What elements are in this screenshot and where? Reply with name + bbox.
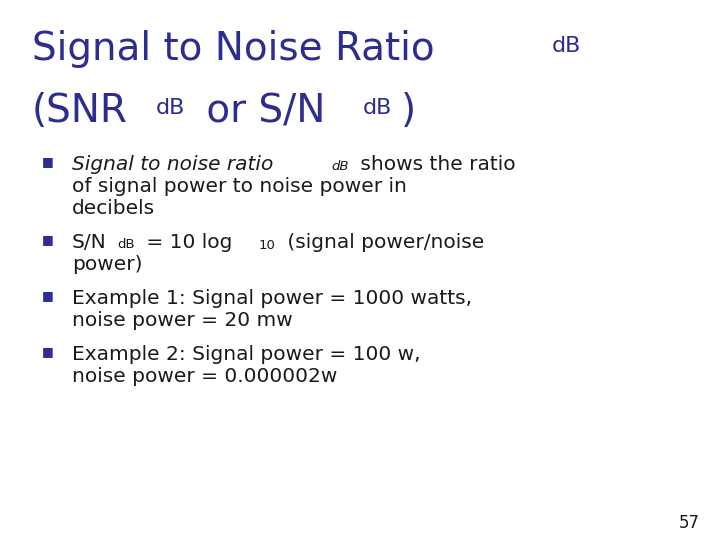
Text: ■: ■ (42, 233, 54, 246)
Text: Example 1: Signal power = 1000 watts,: Example 1: Signal power = 1000 watts, (72, 289, 472, 308)
Text: decibels: decibels (72, 199, 155, 218)
Text: noise power = 20 mw: noise power = 20 mw (72, 311, 293, 330)
Text: (SNR: (SNR (32, 92, 128, 130)
Text: 57: 57 (679, 514, 700, 532)
Text: dB: dB (552, 36, 581, 56)
Text: 10: 10 (258, 239, 276, 252)
Text: of signal power to noise power in: of signal power to noise power in (72, 177, 407, 196)
Text: shows the ratio: shows the ratio (354, 155, 516, 174)
Text: S/N: S/N (72, 233, 107, 252)
Text: power): power) (72, 255, 143, 274)
Text: Example 2: Signal power = 100 w,: Example 2: Signal power = 100 w, (72, 345, 420, 364)
Text: ■: ■ (42, 155, 54, 168)
Text: ■: ■ (42, 289, 54, 302)
Text: dB: dB (117, 238, 135, 251)
Text: dB: dB (156, 98, 185, 118)
Text: ■: ■ (42, 345, 54, 358)
Text: dB: dB (332, 160, 349, 173)
Text: Signal to Noise Ratio: Signal to Noise Ratio (32, 30, 435, 68)
Text: dB: dB (363, 98, 392, 118)
Text: noise power = 0.000002w: noise power = 0.000002w (72, 367, 338, 386)
Text: or S/N: or S/N (194, 92, 325, 130)
Text: ): ) (401, 92, 416, 130)
Text: (signal power/noise: (signal power/noise (281, 233, 484, 252)
Text: Signal to noise ratio: Signal to noise ratio (72, 155, 274, 174)
Text: = 10 log: = 10 log (140, 233, 232, 252)
